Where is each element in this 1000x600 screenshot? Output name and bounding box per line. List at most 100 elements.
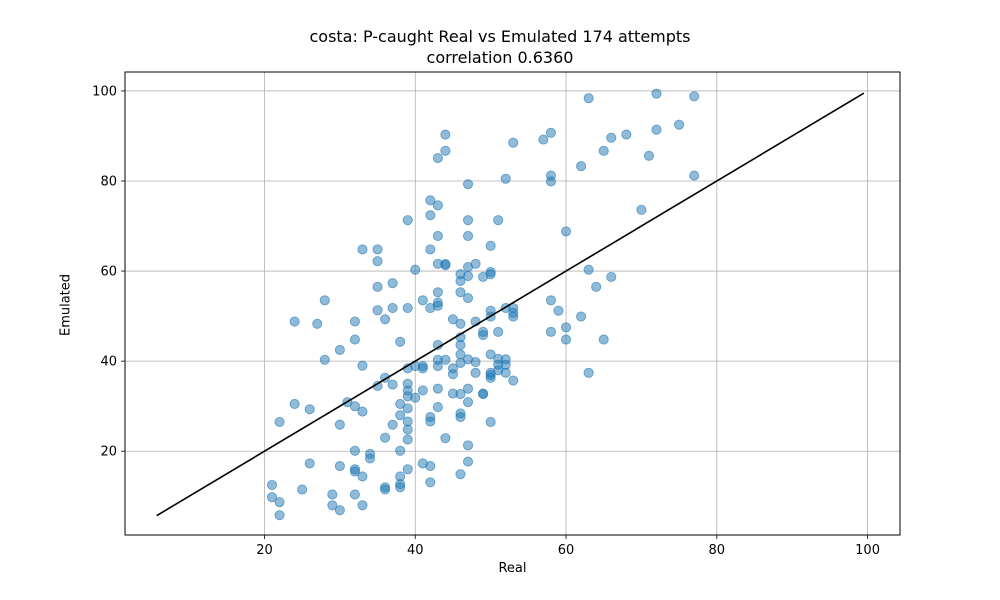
data-point [402, 464, 413, 475]
data-point [440, 433, 451, 444]
data-point [440, 354, 451, 365]
x-axis-label: Real [498, 561, 527, 576]
data-point [417, 363, 428, 374]
data-point [545, 176, 556, 187]
data-point [372, 256, 383, 267]
y-tick-label: 20 [100, 445, 117, 460]
data-point [432, 361, 443, 372]
data-point [304, 458, 315, 469]
data-point [432, 300, 443, 311]
data-point [508, 375, 519, 386]
y-tick-label: 40 [100, 355, 117, 370]
data-point [289, 398, 300, 409]
data-point [395, 398, 406, 409]
data-point [349, 316, 360, 327]
data-point [357, 244, 368, 255]
grid-lines [125, 72, 900, 535]
data-point [319, 354, 330, 365]
y-tick-label: 60 [100, 265, 117, 280]
data-point [334, 419, 345, 430]
data-point [621, 129, 632, 140]
data-point [410, 392, 421, 403]
data-point [349, 334, 360, 345]
data-point [380, 432, 391, 443]
data-point [462, 383, 474, 394]
data-point [485, 372, 496, 383]
data-point [455, 411, 466, 423]
data-point [455, 469, 466, 480]
data-point [538, 134, 549, 145]
reference-line [156, 92, 865, 517]
data-point [410, 264, 421, 275]
data-point [440, 260, 451, 271]
data-point [349, 489, 360, 500]
data-point [553, 305, 564, 316]
x-tick-label: 20 [256, 543, 273, 558]
data-point [319, 295, 330, 306]
data-point [425, 477, 436, 488]
data-point [455, 339, 466, 350]
data-point [266, 492, 278, 503]
data-point [334, 344, 345, 355]
data-point [583, 264, 594, 275]
data-point [674, 119, 685, 130]
data-point [455, 275, 466, 287]
data-point [349, 401, 360, 412]
data-point [380, 484, 391, 495]
data-point [485, 269, 496, 280]
data-point [643, 150, 655, 161]
data-point [545, 295, 556, 306]
data-point [455, 388, 466, 400]
data-point [470, 357, 481, 368]
data-point [387, 419, 398, 430]
data-point [395, 482, 406, 493]
data-point [402, 302, 413, 314]
data-point [357, 406, 368, 417]
data-point [462, 230, 474, 241]
data-point [395, 336, 406, 347]
data-point [689, 91, 700, 102]
data-point [417, 385, 428, 396]
data-point [447, 369, 458, 380]
data-point [485, 349, 496, 360]
data-point [651, 124, 662, 135]
data-point [485, 416, 496, 428]
data-point [440, 145, 451, 156]
data-point [425, 210, 436, 221]
data-point [432, 402, 443, 413]
data-point [372, 305, 383, 316]
data-point [576, 311, 587, 322]
data-point [500, 173, 511, 184]
data-point [357, 471, 368, 482]
data-point [591, 281, 602, 292]
data-point [425, 416, 436, 427]
data-point [545, 127, 556, 138]
data-points [266, 88, 700, 521]
data-point [598, 145, 609, 156]
data-point [432, 287, 443, 298]
data-point [349, 466, 360, 477]
x-tick-label: 40 [407, 543, 424, 558]
data-point [606, 271, 617, 282]
data-point [357, 360, 368, 371]
data-point [432, 152, 443, 164]
data-point [266, 479, 278, 491]
data-point [425, 244, 436, 255]
data-point [312, 318, 323, 329]
data-point [583, 367, 594, 378]
data-point [500, 367, 511, 378]
data-point [493, 215, 504, 226]
data-point [417, 295, 428, 306]
data-point [402, 434, 413, 445]
data-point [372, 244, 383, 255]
data-point [432, 383, 443, 394]
y-axis-label: Emulated [58, 273, 74, 337]
data-point [455, 287, 466, 298]
data-point [274, 497, 285, 508]
data-point [462, 440, 474, 451]
data-point [462, 270, 474, 282]
data-point [432, 230, 443, 241]
data-point [470, 258, 481, 269]
x-tick-label: 80 [709, 543, 726, 558]
